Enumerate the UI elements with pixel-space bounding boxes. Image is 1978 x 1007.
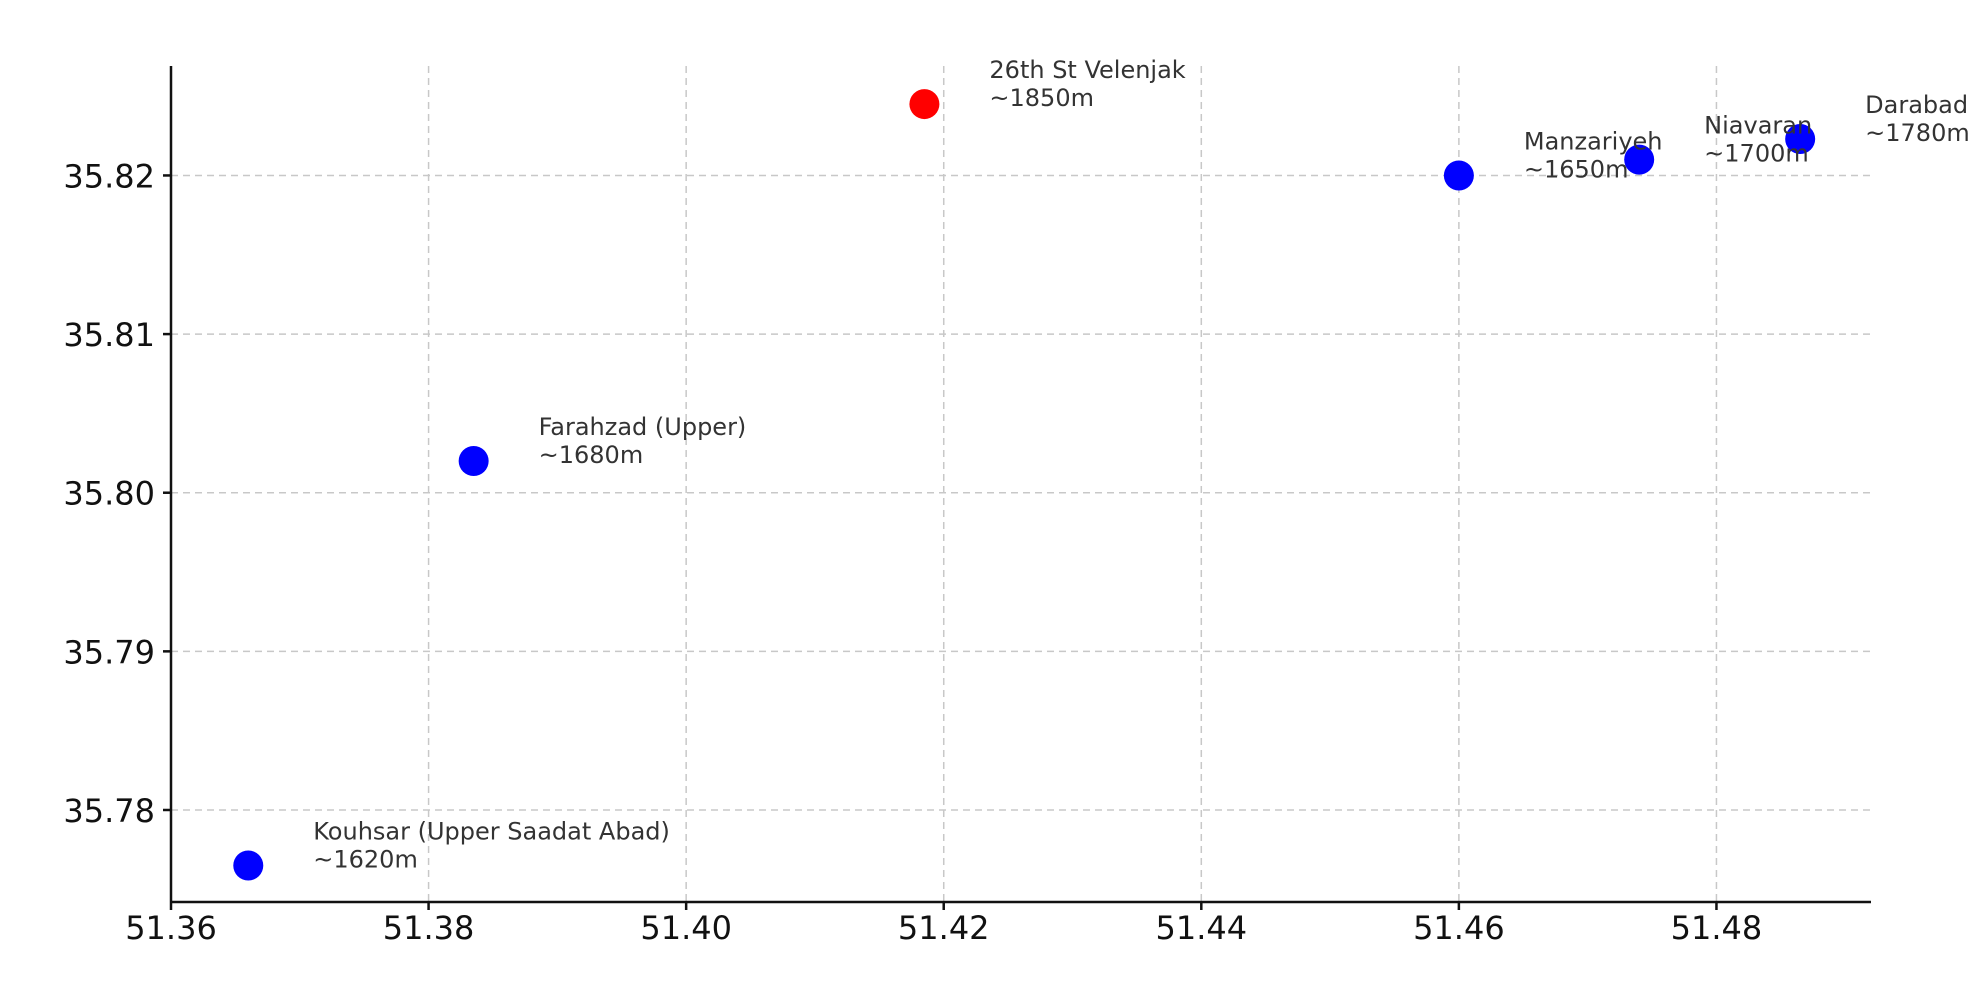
scatter-point <box>458 445 489 476</box>
tick-marks <box>163 174 1718 910</box>
x-tick-label: 51.42 <box>898 909 990 947</box>
point-elevation-label: ~1700m <box>1704 140 1809 168</box>
grid-lines <box>171 66 1871 902</box>
x-tick-label: 51.46 <box>1413 909 1505 947</box>
point-elevation-label: ~1650m <box>1524 155 1629 183</box>
x-tick-label: 51.44 <box>1155 909 1247 947</box>
scatter-point <box>233 850 264 881</box>
point-name-label: Niavaran <box>1704 112 1812 140</box>
y-tick-label: 35.80 <box>63 475 155 513</box>
y-tick-label: 35.82 <box>63 157 155 195</box>
scatter-point <box>909 89 940 120</box>
y-tick-label: 35.78 <box>63 792 155 830</box>
point-elevation-label: ~1780m <box>1865 119 1970 147</box>
scatter-point <box>1624 144 1655 175</box>
point-name-label: Farahzad (Upper) <box>539 413 747 441</box>
scatter-point <box>1443 160 1474 191</box>
y-tick-label: 35.79 <box>63 633 155 671</box>
scatter-point <box>1785 123 1816 154</box>
axes <box>169 66 1871 904</box>
point-name-label: Kouhsar (Upper Saadat Abad) <box>313 818 670 846</box>
data-points <box>233 89 1816 881</box>
point-name-label: Manzariyeh <box>1524 127 1663 155</box>
x-tick-label: 51.36 <box>125 909 217 947</box>
point-labels: Kouhsar (Upper Saadat Abad)~1620m Farahza… <box>313 56 1969 873</box>
x-tick-label: 51.40 <box>640 909 732 947</box>
y-tick-label: 35.81 <box>63 316 155 354</box>
point-name-label: 26th St Velenjak <box>989 56 1185 84</box>
x-tick-label: 51.48 <box>1671 909 1763 947</box>
point-elevation-label: ~1850m <box>989 84 1094 112</box>
x-tick-label: 51.38 <box>383 909 475 947</box>
point-elevation-label: ~1620m <box>313 846 418 874</box>
tick-labels: 51.36 51.38 51.40 51.42 51.44 51.46 51.48 35.78… <box>63 157 1762 947</box>
point-elevation-label: ~1680m <box>539 441 644 469</box>
point-name-label: Darabad <box>1865 91 1968 119</box>
